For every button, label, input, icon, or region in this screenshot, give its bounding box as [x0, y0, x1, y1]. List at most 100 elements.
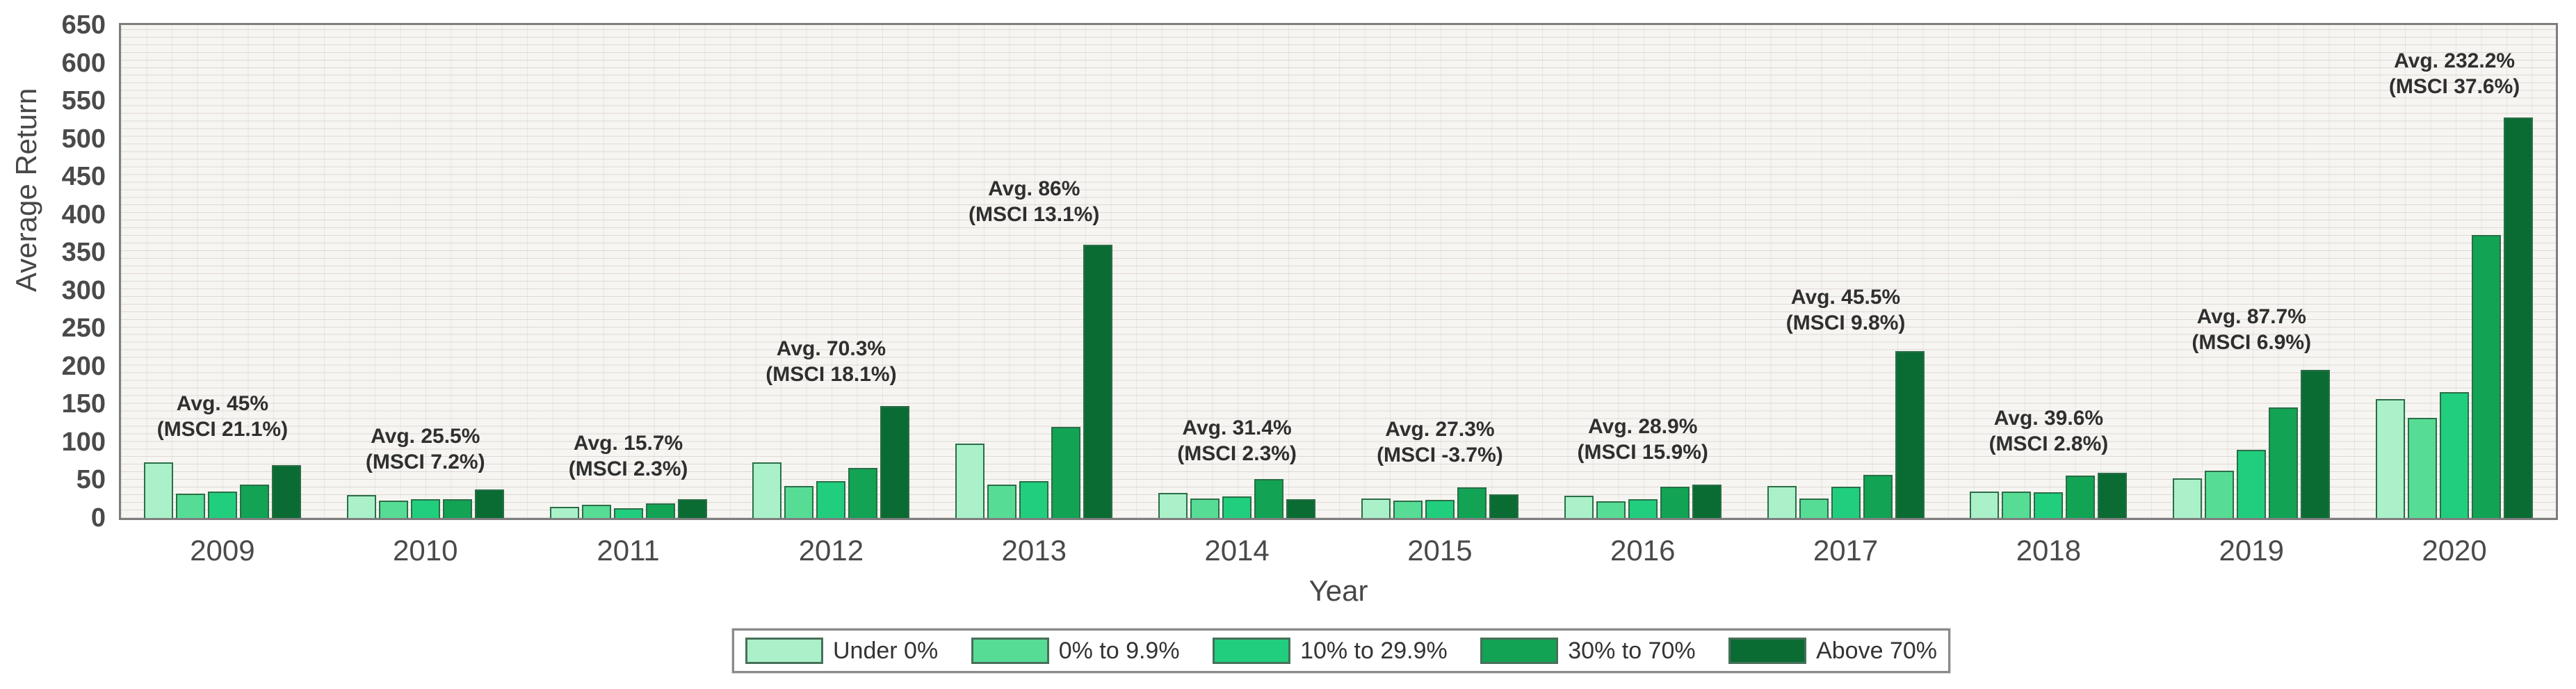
legend-swatch-icon — [1728, 638, 1807, 664]
bar-2020-series-2 — [2440, 391, 2470, 518]
bar-2020-series-0 — [2376, 398, 2406, 518]
bar-2011-series-4 — [677, 498, 707, 518]
bar-2013-series-0 — [955, 444, 985, 518]
legend-label: Above 70% — [1816, 637, 1937, 664]
bar-2013-series-3 — [1051, 427, 1081, 518]
y-tick-label-150: 150 — [61, 389, 106, 419]
annotation-msci-line: (MSCI 2.3%) — [568, 457, 688, 480]
x-tick-label-2014: 2014 — [1204, 534, 1270, 567]
annotation-msci-line: (MSCI 13.1%) — [969, 203, 1100, 227]
bar-2016-series-1 — [1596, 501, 1626, 518]
bar-2019-series-0 — [2173, 478, 2203, 518]
bar-2010-series-0 — [346, 495, 376, 518]
y-tick-label-650: 650 — [61, 10, 106, 40]
x-tick-label-2009: 2009 — [190, 534, 255, 567]
annotation-2010: Avg. 25.5% (MSCI 7.2%) — [324, 423, 527, 475]
bar-2010-series-3 — [442, 498, 472, 518]
x-tick-label-2011: 2011 — [597, 534, 660, 567]
y-tick-label-450: 450 — [61, 162, 106, 192]
annotation-msci-line: (MSCI 7.2%) — [365, 450, 485, 473]
annotation-avg-line: Avg. 31.4% — [1182, 416, 1292, 439]
bar-2018-series-1 — [2002, 491, 2032, 518]
x-tick-label-2016: 2016 — [1610, 534, 1676, 567]
annotation-2020: Avg. 232.2% (MSCI 37.6%) — [2353, 48, 2556, 99]
x-tick-label-2018: 2018 — [2016, 534, 2082, 567]
y-tick-label-350: 350 — [61, 238, 106, 268]
legend-swatch-icon — [1480, 638, 1559, 664]
bar-2011-series-1 — [581, 505, 611, 518]
bar-2016-series-4 — [1692, 485, 1722, 518]
bar-2019-series-3 — [2269, 407, 2299, 518]
bar-2012-series-4 — [880, 405, 910, 518]
bar-2009-series-2 — [207, 491, 237, 518]
bar-2014-series-3 — [1254, 479, 1284, 518]
x-tick-label-2013: 2013 — [1001, 534, 1067, 567]
bar-2020-series-1 — [2408, 418, 2438, 518]
bar-2010-series-2 — [410, 498, 440, 518]
x-tick-label-2017: 2017 — [1813, 534, 1879, 567]
x-tick-label-2010: 2010 — [393, 534, 458, 567]
y-tick-label-200: 200 — [61, 351, 106, 381]
annotation-avg-line: Avg. 15.7% — [573, 431, 683, 455]
y-tick-label-300: 300 — [61, 275, 106, 305]
annotation-msci-line: (MSCI 2.8%) — [1988, 432, 2109, 455]
annotation-avg-line: Avg. 28.9% — [1588, 414, 1698, 438]
plot-area: Avg. 45% (MSCI 21.1%) Avg. 25.5% (MSCI 7.2%… — [119, 23, 2558, 520]
y-tick-label-500: 500 — [61, 124, 106, 154]
bar-2019-series-1 — [2205, 471, 2235, 518]
annotation-avg-line: Avg. 45.5% — [1790, 286, 1901, 309]
bar-2017-series-2 — [1831, 487, 1861, 518]
y-tick-label-0: 0 — [90, 503, 106, 533]
annotation-avg-line: Avg. 87.7% — [2196, 305, 2306, 328]
x-tick-label-2015: 2015 — [1407, 534, 1473, 567]
bar-2019-series-2 — [2237, 449, 2267, 518]
annotation-2015: Avg. 27.3% (MSCI -3.7%) — [1338, 416, 1541, 468]
annotation-2016: Avg. 28.9% (MSCI 15.9%) — [1541, 414, 1744, 465]
annotation-2019: Avg. 87.7% (MSCI 6.9%) — [2150, 304, 2353, 355]
x-tick-label-2020: 2020 — [2422, 534, 2487, 567]
bar-2010-series-1 — [378, 500, 408, 518]
annotation-2014: Avg. 31.4% (MSCI 2.3%) — [1135, 415, 1338, 467]
legend-swatch-icon — [971, 638, 1049, 664]
bar-2014-series-1 — [1190, 498, 1220, 518]
bar-2012-series-1 — [784, 486, 814, 518]
bar-2017-series-1 — [1799, 498, 1829, 518]
x-tick-label-2019: 2019 — [2219, 534, 2284, 567]
annotation-msci-line: (MSCI 2.3%) — [1177, 441, 1297, 465]
bar-2019-series-4 — [2301, 370, 2331, 518]
bar-2014-series-4 — [1286, 498, 1316, 518]
x-axis-title: Year — [1309, 574, 1368, 607]
legend-item-2: 10% to 29.9% — [1213, 638, 1448, 665]
bar-2009-series-0 — [143, 462, 173, 518]
legend-label: 0% to 9.9% — [1058, 637, 1180, 664]
bar-2009-series-3 — [239, 485, 269, 518]
bar-2015-series-3 — [1457, 487, 1487, 518]
bar-2015-series-2 — [1425, 499, 1455, 518]
annotation-avg-line: Avg. 39.6% — [1993, 406, 2104, 430]
legend-label: 30% to 70% — [1568, 637, 1696, 664]
annotation-2012: Avg. 70.3% (MSCI 18.1%) — [730, 336, 933, 387]
y-tick-label-400: 400 — [61, 200, 106, 229]
bar-2011-series-3 — [645, 503, 675, 518]
x-tick-label-2012: 2012 — [798, 534, 864, 567]
bar-2017-series-4 — [1895, 351, 1925, 518]
y-tick-label-50: 50 — [76, 465, 106, 495]
legend-label: Under 0% — [833, 637, 939, 664]
annotation-msci-line: (MSCI 6.9%) — [2192, 330, 2312, 354]
annotation-msci-line: (MSCI 21.1%) — [156, 417, 289, 441]
bar-2015-series-1 — [1393, 500, 1423, 518]
bar-2013-series-2 — [1019, 480, 1049, 518]
bar-2016-series-2 — [1628, 498, 1658, 518]
y-tick-label-100: 100 — [61, 427, 106, 457]
annotation-msci-line: (MSCI 37.6%) — [2388, 74, 2520, 98]
annotation-msci-line: (MSCI 18.1%) — [765, 363, 897, 387]
bar-2012-series-3 — [848, 468, 878, 518]
bar-2018-series-0 — [1970, 491, 2000, 518]
annotation-2009: Avg. 45% (MSCI 21.1%) — [121, 391, 324, 442]
bar-2013-series-1 — [987, 485, 1017, 518]
bar-2017-series-3 — [1863, 474, 1893, 518]
bar-2018-series-3 — [2066, 475, 2096, 518]
y-tick-label-250: 250 — [61, 314, 106, 343]
legend-item-3: 30% to 70% — [1480, 637, 1696, 665]
annotation-2018: Avg. 39.6% (MSCI 2.8%) — [1947, 405, 2150, 457]
